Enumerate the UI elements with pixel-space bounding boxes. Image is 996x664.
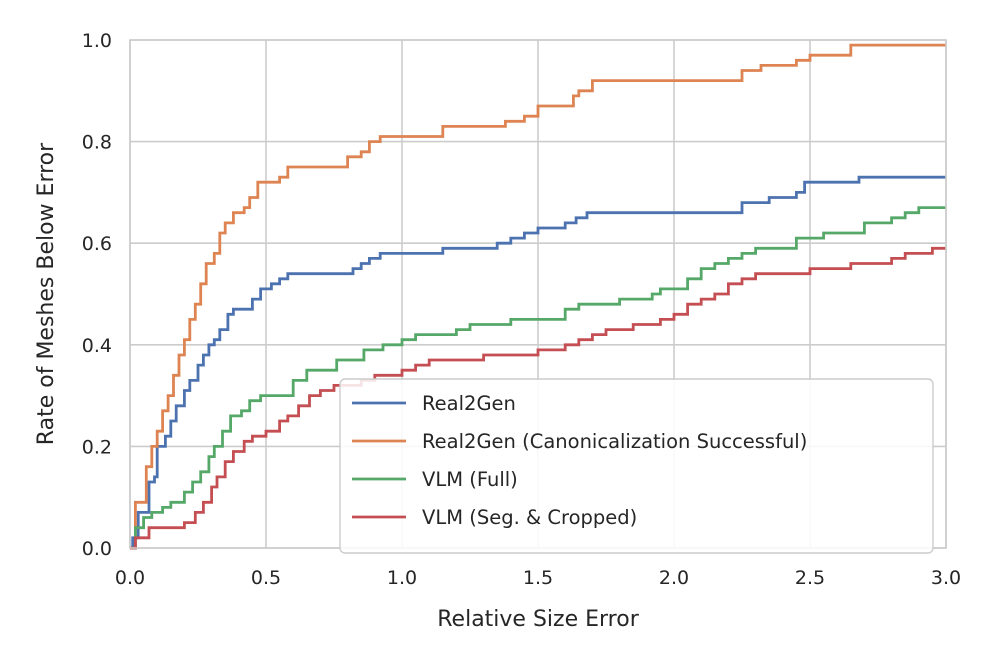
series-line-real2gen [130, 175, 946, 550]
x-tick-label: 3.0 [931, 567, 961, 589]
y-tick-label: 1.0 [82, 30, 112, 52]
legend: Real2Gen Real2Gen (Canonicalization Succe… [339, 378, 934, 554]
legend-label: Real2Gen [422, 392, 516, 415]
series-line-vlm-full [130, 206, 946, 550]
series-line-vlm-seg-cropped [130, 246, 946, 550]
y-axis-label: Rate of Meshes Below Error [34, 142, 59, 445]
legend-label: VLM (Full) [422, 468, 518, 491]
x-tick-label: 0.0 [115, 567, 145, 589]
x-tick-label: 1.5 [523, 567, 553, 589]
series-line-real2gen-canonicalization-successful [130, 43, 946, 550]
y-tick-label: 0.2 [82, 436, 112, 458]
y-tick-label: 0.8 [82, 132, 112, 154]
x-tick-label: 2.5 [795, 567, 825, 589]
x-tick-labels: 0.0 0.5 1.0 1.5 2.0 2.5 3.0 [115, 567, 961, 589]
y-tick-label: 0.6 [82, 233, 112, 255]
legend-label: Real2Gen (Canonicalization Successful) [422, 430, 807, 453]
y-tick-label: 0.0 [82, 538, 112, 560]
y-tick-label: 0.4 [82, 335, 112, 357]
series-group [130, 43, 946, 550]
x-tick-label: 0.5 [251, 567, 281, 589]
x-tick-label: 2.0 [659, 567, 689, 589]
legend-label: VLM (Seg. & Cropped) [422, 506, 637, 529]
x-tick-label: 1.0 [387, 567, 417, 589]
legend-box [339, 378, 934, 554]
y-tick-labels: 0.0 0.2 0.4 0.6 0.8 1.0 [82, 30, 112, 560]
x-axis-label: Relative Size Error [437, 607, 639, 632]
